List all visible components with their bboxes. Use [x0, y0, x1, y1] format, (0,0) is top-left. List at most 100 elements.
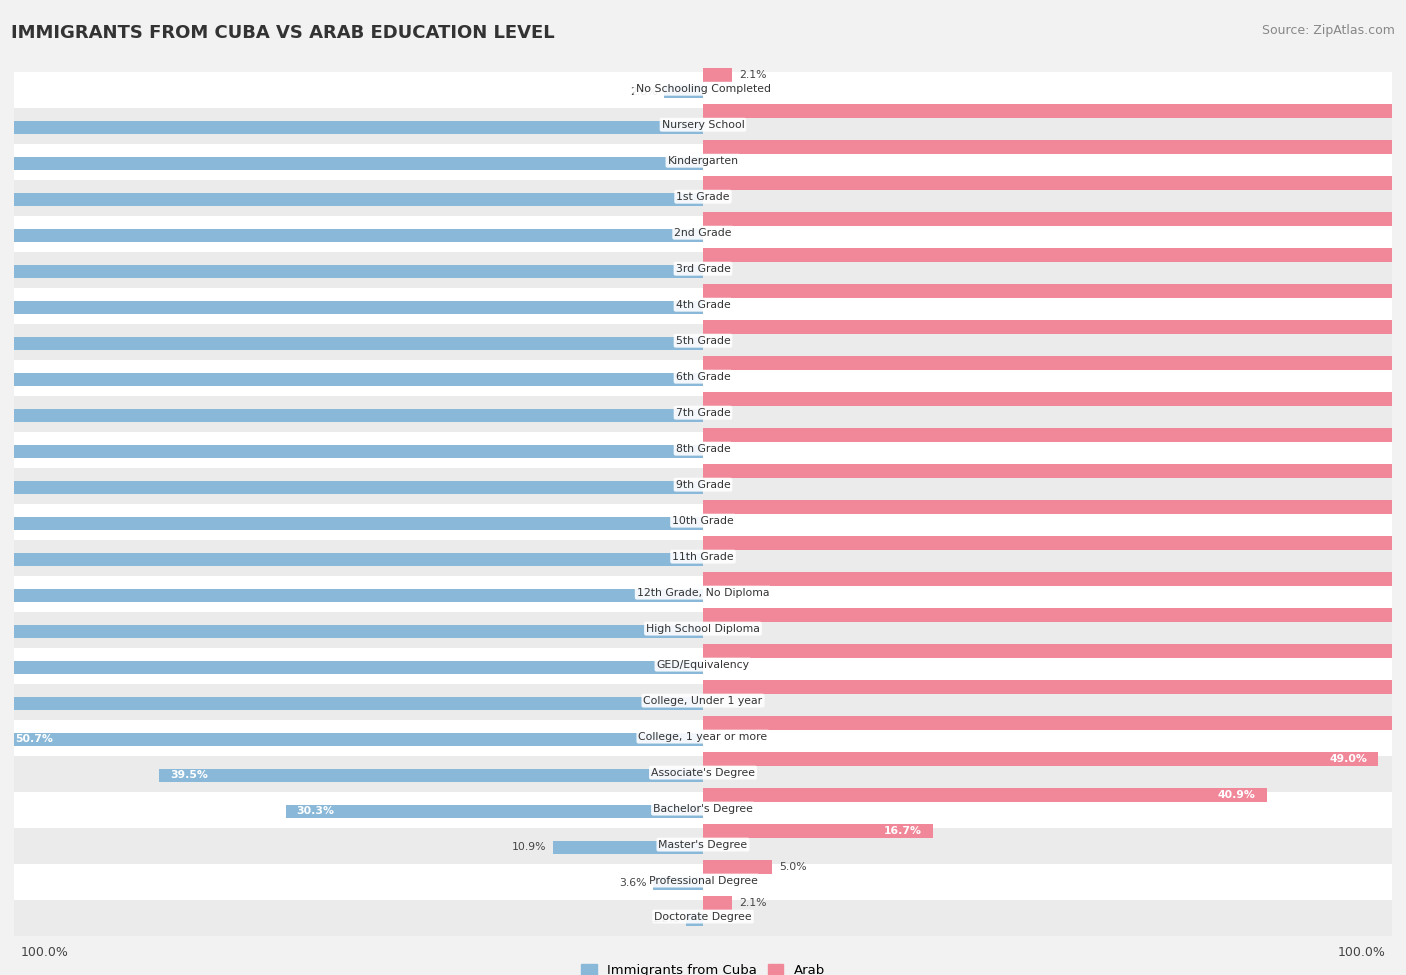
Bar	[14, 468, 1392, 504]
Bar	[285, 804, 703, 818]
Text: Master's Degree: Master's Degree	[658, 839, 748, 849]
Bar	[703, 320, 1406, 333]
Bar	[703, 428, 1406, 442]
Text: 5th Grade: 5th Grade	[676, 335, 730, 346]
Bar	[14, 540, 1392, 576]
Text: 10th Grade: 10th Grade	[672, 516, 734, 526]
Bar	[553, 840, 703, 854]
Bar	[14, 180, 1392, 216]
Bar	[0, 157, 703, 171]
Bar	[0, 625, 703, 639]
Bar	[703, 140, 1406, 154]
Text: 6th Grade: 6th Grade	[676, 371, 730, 381]
Text: 2.8%: 2.8%	[630, 87, 658, 97]
Bar	[703, 104, 1406, 118]
Bar	[703, 249, 1406, 262]
Bar	[0, 445, 703, 458]
Bar	[703, 824, 934, 838]
Text: 2.1%: 2.1%	[738, 898, 766, 908]
Bar	[0, 697, 703, 711]
Text: 1.2%: 1.2%	[652, 915, 679, 924]
Text: No Schooling Completed: No Schooling Completed	[636, 84, 770, 94]
Bar	[703, 788, 1267, 801]
Bar	[14, 648, 1392, 684]
Bar	[703, 716, 1406, 729]
Bar	[703, 860, 772, 874]
Bar	[0, 553, 703, 566]
Bar	[654, 877, 703, 890]
Bar	[4, 732, 703, 746]
Bar	[14, 864, 1392, 900]
Bar	[703, 500, 1406, 514]
Bar	[14, 721, 1392, 756]
Bar	[703, 681, 1406, 694]
Bar	[14, 253, 1392, 289]
Bar	[0, 589, 703, 603]
Text: 100.0%: 100.0%	[21, 946, 69, 958]
Text: 16.7%: 16.7%	[884, 826, 922, 836]
Bar	[14, 504, 1392, 540]
Text: Bachelor's Degree: Bachelor's Degree	[652, 803, 754, 813]
Text: Kindergarten: Kindergarten	[668, 156, 738, 166]
Bar	[703, 356, 1406, 370]
Bar	[14, 324, 1392, 360]
Text: 49.0%: 49.0%	[1329, 754, 1367, 764]
Text: 2.1%: 2.1%	[738, 70, 766, 80]
Text: 9th Grade: 9th Grade	[676, 480, 730, 489]
Bar	[14, 432, 1392, 468]
Bar	[0, 661, 703, 675]
Bar	[0, 409, 703, 422]
Text: Source: ZipAtlas.com: Source: ZipAtlas.com	[1261, 24, 1395, 37]
Text: 39.5%: 39.5%	[170, 770, 208, 780]
Text: 11th Grade: 11th Grade	[672, 552, 734, 562]
Bar	[14, 396, 1392, 432]
Bar	[159, 768, 703, 782]
Text: College, 1 year or more: College, 1 year or more	[638, 731, 768, 742]
Text: 4th Grade: 4th Grade	[676, 299, 730, 310]
Bar	[14, 576, 1392, 612]
Bar	[14, 289, 1392, 324]
Text: 5.0%: 5.0%	[779, 862, 807, 872]
Bar	[686, 913, 703, 926]
Bar	[703, 213, 1406, 226]
Bar	[14, 612, 1392, 648]
Text: Professional Degree: Professional Degree	[648, 876, 758, 885]
Text: 7th Grade: 7th Grade	[676, 408, 730, 417]
Bar	[0, 517, 703, 530]
Bar	[14, 792, 1392, 828]
Text: GED/Equivalency: GED/Equivalency	[657, 660, 749, 670]
Text: 30.3%: 30.3%	[297, 806, 335, 816]
Text: High School Diploma: High School Diploma	[647, 624, 759, 634]
Bar	[703, 176, 1406, 190]
Bar	[703, 284, 1406, 297]
Text: 40.9%: 40.9%	[1218, 790, 1256, 799]
Bar	[0, 265, 703, 279]
Bar	[703, 752, 1378, 765]
Bar	[665, 85, 703, 98]
Legend: Immigrants from Cuba, Arab: Immigrants from Cuba, Arab	[575, 958, 831, 975]
Bar	[14, 216, 1392, 253]
Bar	[703, 68, 733, 82]
Bar	[703, 644, 1406, 658]
Text: 100.0%: 100.0%	[1337, 946, 1385, 958]
Bar	[703, 572, 1406, 586]
Bar	[0, 121, 703, 135]
Bar	[0, 300, 703, 314]
Text: 3.6%: 3.6%	[619, 878, 647, 888]
Bar	[14, 360, 1392, 396]
Bar	[14, 72, 1392, 108]
Bar	[703, 464, 1406, 478]
Bar	[14, 828, 1392, 864]
Text: Nursery School: Nursery School	[662, 120, 744, 130]
Bar	[0, 193, 703, 207]
Bar	[14, 756, 1392, 792]
Bar	[14, 144, 1392, 180]
Bar	[14, 108, 1392, 144]
Bar	[0, 229, 703, 243]
Text: 3rd Grade: 3rd Grade	[675, 263, 731, 274]
Bar	[703, 536, 1406, 550]
Bar	[14, 684, 1392, 721]
Text: IMMIGRANTS FROM CUBA VS ARAB EDUCATION LEVEL: IMMIGRANTS FROM CUBA VS ARAB EDUCATION L…	[11, 24, 555, 42]
Text: 12th Grade, No Diploma: 12th Grade, No Diploma	[637, 588, 769, 598]
Bar	[703, 608, 1406, 622]
